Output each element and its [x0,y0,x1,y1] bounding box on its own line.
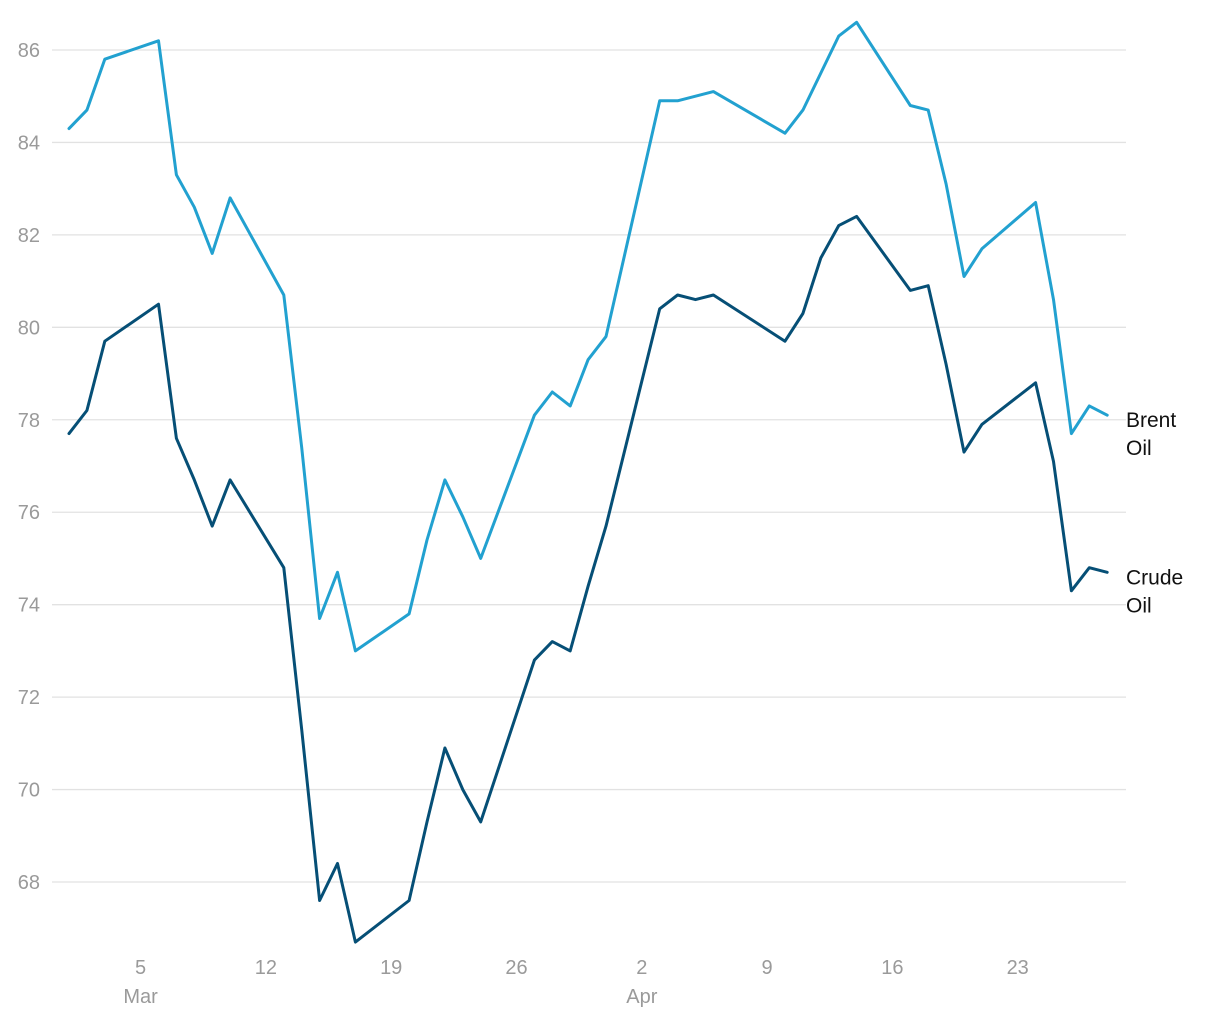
y-tick-label: 84 [18,132,40,154]
series-label-brent-oil: Oil [1126,437,1152,460]
y-tick-label: 78 [18,410,40,432]
series-label-crude-oil: Oil [1126,594,1152,617]
y-axis-tick-labels: 68 70 72 74 76 78 80 82 84 86 [18,40,40,894]
x-axis-tick-labels: 5 Mar 12 19 26 2 Apr 9 16 23 [123,957,1028,1008]
series-label-crude-oil: Crude [1126,566,1183,589]
series-end-labels: Brent Oil Crude Oil [1126,409,1183,617]
y-tick-label: 80 [18,317,40,339]
x-tick-label: 12 [255,957,277,979]
x-tick-label: 2 [636,957,647,979]
series-label-brent-oil: Brent [1126,409,1176,432]
y-tick-label: 74 [18,595,40,617]
series-lines [67,20,1109,944]
x-tick-label: 19 [380,957,402,979]
x-tick-month-label: Mar [123,986,158,1008]
y-tick-label: 68 [18,872,40,894]
x-tick-label: 23 [1007,957,1029,979]
y-tick-label: 76 [18,502,40,524]
x-tick-label: 26 [505,957,527,979]
x-tick-label: 5 [135,957,146,979]
x-tick-month-label: Apr [626,986,657,1008]
y-tick-label: 86 [18,40,40,62]
y-tick-label: 82 [18,225,40,247]
y-tick-label: 70 [18,780,40,802]
x-tick-label: 16 [881,957,903,979]
x-tick-label: 9 [762,957,773,979]
series-line-crude-oil [67,214,1109,944]
y-gridlines [52,49,1126,883]
series-line-brent-oil [67,20,1109,653]
y-tick-label: 72 [18,687,40,709]
